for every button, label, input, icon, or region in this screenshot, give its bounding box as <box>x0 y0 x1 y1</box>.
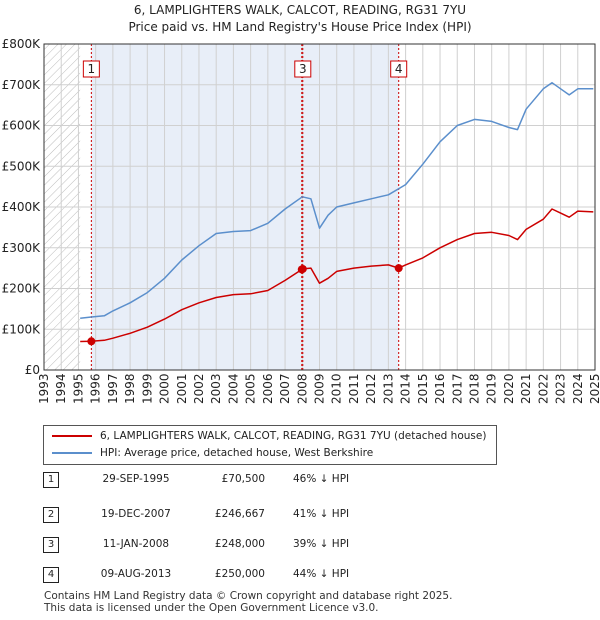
sale-marker-label: 4 <box>395 62 403 76</box>
x-tick-label: 1993 <box>37 373 51 404</box>
transaction-price: £70,500 <box>221 473 265 485</box>
x-tick-label: 2019 <box>485 373 499 404</box>
transaction-number: 1 <box>43 472 59 488</box>
x-tick-label: 1998 <box>123 373 137 404</box>
y-tick-label: £600K <box>2 119 42 133</box>
transaction-date: 09-AUG-2013 <box>100 568 172 580</box>
x-tick-label: 2021 <box>519 373 533 404</box>
series-line-property <box>80 208 594 343</box>
legend-red-line <box>52 435 92 437</box>
y-tick-label: £200K <box>2 282 42 296</box>
legend-item-property: 6, LAMPLIGHTERS WALK, CALCOT, READING, R… <box>52 428 486 444</box>
transaction-price: £250,000 <box>214 568 265 580</box>
x-tick-label: 2023 <box>554 373 568 404</box>
x-tick-label: 2010 <box>330 373 344 404</box>
y-tick-label: £100K <box>2 322 42 336</box>
x-tick-label: 2013 <box>381 373 395 404</box>
title-line-1: 6, LAMPLIGHTERS WALK, CALCOT, READING, R… <box>133 3 467 17</box>
y-tick-label: £800K <box>2 37 42 51</box>
legend-hpi-label: HPI: Average price, detached house, West… <box>100 447 374 459</box>
table-row: 3 11-JAN-2008 £248,000 39% ↓ HPI <box>43 537 463 555</box>
x-tick-label: 2000 <box>158 373 172 404</box>
transaction-hpi: 46% ↓ HPI <box>293 473 350 485</box>
transaction-price: £246,667 <box>214 508 265 520</box>
sale-point <box>87 337 96 346</box>
legend-blue-line <box>52 452 92 454</box>
legend-property-label: 6, LAMPLIGHTERS WALK, CALCOT, READING, R… <box>100 430 487 442</box>
footer: Contains HM Land Registry data © Crown c… <box>44 590 452 614</box>
transaction-number: 4 <box>43 567 59 583</box>
transaction-number: 3 <box>43 537 59 553</box>
sale-point <box>394 264 403 273</box>
legend: 6, LAMPLIGHTERS WALK, CALCOT, READING, R… <box>43 425 497 465</box>
chart-title: 6, LAMPLIGHTERS WALK, CALCOT, READING, R… <box>0 2 600 36</box>
x-tick-label: 2018 <box>467 373 481 404</box>
table-row: 2 19-DEC-2007 £246,667 41% ↓ HPI <box>43 507 463 525</box>
x-tick-label: 2024 <box>571 373 585 404</box>
x-tick-label: 2003 <box>209 373 223 404</box>
x-tick-label: 1996 <box>89 373 103 404</box>
x-tick-label: 2016 <box>433 373 447 404</box>
y-tick-label: £500K <box>2 159 42 173</box>
x-tick-label: 2007 <box>278 373 292 404</box>
transaction-hpi: 44% ↓ HPI <box>293 568 350 580</box>
x-tick-label: 2005 <box>244 373 258 404</box>
y-tick-label: £0 <box>25 363 40 377</box>
series-line-hpi <box>80 81 594 319</box>
x-tick-label: 1997 <box>106 373 120 404</box>
transaction-hpi: 41% ↓ HPI <box>293 508 350 520</box>
x-tick-label: 2017 <box>450 373 464 404</box>
y-tick-label: £400K <box>2 200 42 214</box>
x-tick-label: 2022 <box>536 373 550 404</box>
transaction-date: 11-JAN-2008 <box>102 538 170 550</box>
transaction-price: £248,000 <box>214 538 265 550</box>
x-tick-label: 1999 <box>140 373 154 404</box>
y-tick-label: £300K <box>2 241 42 255</box>
transaction-hpi: 39% ↓ HPI <box>293 538 350 550</box>
sale-marker-label: 3 <box>299 62 307 76</box>
x-tick-label: 2025 <box>588 373 600 404</box>
plot-frame <box>43 43 596 371</box>
x-tick-label: 2001 <box>175 373 189 404</box>
transaction-date: 19-DEC-2007 <box>101 508 171 520</box>
x-tick-label: 2009 <box>313 373 327 404</box>
x-tick-label: 1994 <box>54 373 68 404</box>
price-chart: 1 3 4 £0 £100K £200K £300K £400K £500K £600K £700… <box>2 37 600 404</box>
x-tick-label: 2006 <box>261 373 275 404</box>
sale-marker-box <box>294 60 312 78</box>
y-tick-label: £700K <box>2 78 42 92</box>
x-tick-label: 2014 <box>399 373 413 404</box>
x-tick-label: 2004 <box>226 373 240 404</box>
footer-copyright: Contains HM Land Registry data © Crown c… <box>44 590 453 602</box>
sale-point <box>298 264 307 273</box>
sale-marker-label: 1 <box>88 62 96 76</box>
x-tick-label: 2015 <box>416 373 430 404</box>
footer-licence: This data is licensed under the Open Gov… <box>44 602 379 614</box>
x-tick-label: 2002 <box>192 373 206 404</box>
title-line-2: Price paid vs. HM Land Registry's House … <box>128 20 472 34</box>
x-tick-label: 2012 <box>364 373 378 404</box>
table-row: 1 29-SEP-1995 £70,500 46% ↓ HPI <box>43 472 463 490</box>
x-tick-label: 2008 <box>295 373 309 404</box>
x-tick-label: 2020 <box>502 373 516 404</box>
table-row: 4 09-AUG-2013 £250,000 44% ↓ HPI <box>43 567 463 585</box>
transaction-number: 2 <box>43 507 59 523</box>
sale-marker-box <box>82 60 100 78</box>
x-tick-label: 1995 <box>71 373 85 404</box>
transaction-date: 29-SEP-1995 <box>102 473 170 485</box>
x-tick-label: 2011 <box>347 373 361 404</box>
legend-item-hpi: HPI: Average price, detached house, West… <box>52 445 373 461</box>
sale-marker-box <box>390 60 408 78</box>
